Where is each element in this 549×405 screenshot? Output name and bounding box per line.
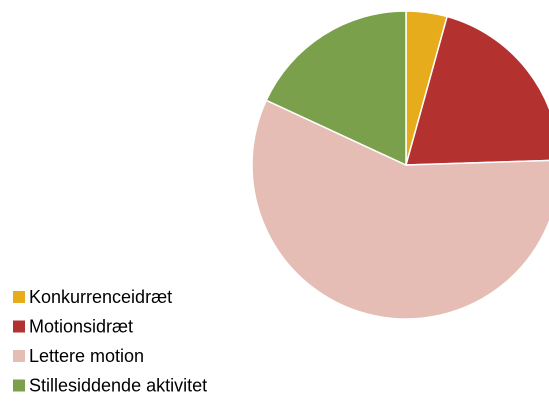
pie-slice [265,10,407,167]
legend-label: Lettere motion [29,346,144,366]
legend-label: Konkurrenceidræt [29,287,172,307]
legend-swatch [13,350,25,362]
legend-swatch [13,291,25,303]
pie-slice [405,15,549,166]
legend-label: Stillesiddende aktivitet [29,375,207,395]
legend-label: Motionsidræt [29,316,133,336]
legend-swatch [13,320,25,333]
pie-slice [251,99,549,320]
legend-swatch [13,379,25,392]
